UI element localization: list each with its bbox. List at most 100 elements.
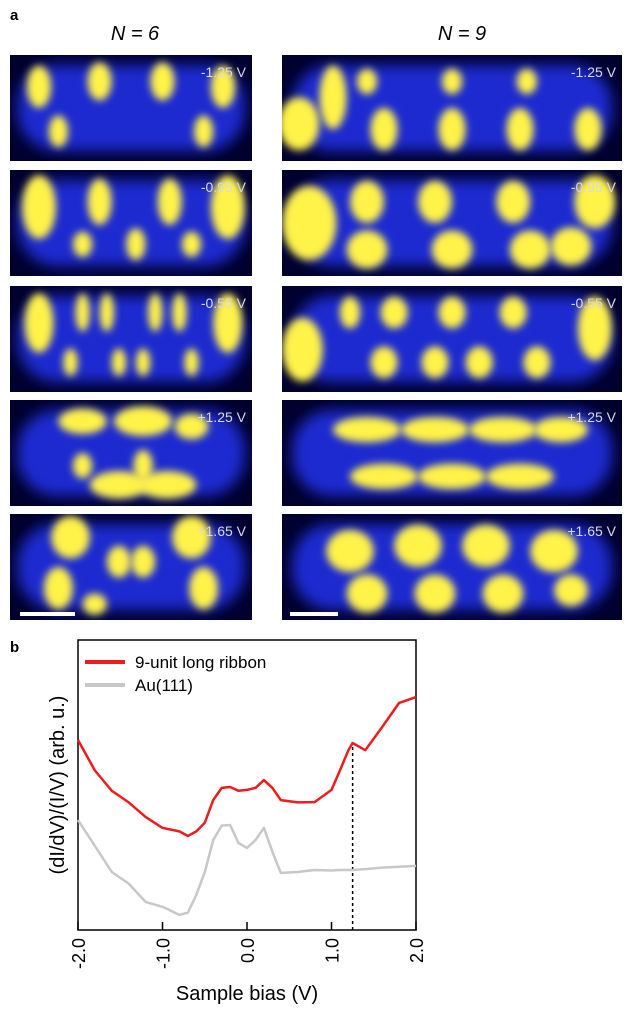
density-blob — [326, 529, 374, 573]
density-blob — [554, 574, 588, 607]
molecule-outline — [17, 65, 245, 151]
density-blob — [87, 178, 112, 226]
stm-image: +1.25 V — [10, 400, 252, 506]
density-blob — [282, 185, 337, 261]
density-blob — [58, 408, 107, 434]
legend-label: 9-unit long ribbon — [135, 653, 266, 672]
density-blob — [184, 348, 199, 377]
density-blob — [431, 230, 473, 269]
density-blob — [401, 416, 469, 443]
scale-bar — [290, 612, 338, 616]
density-blob — [133, 449, 153, 482]
density-blob — [172, 293, 187, 332]
density-blob — [394, 524, 442, 567]
x-axis-title: Sample bias (V) — [176, 983, 318, 1005]
stm-image: -0.55 V — [10, 286, 252, 392]
density-blob — [346, 574, 388, 613]
x-tick-label: 2.0 — [407, 938, 427, 963]
density-blob — [486, 463, 554, 490]
density-blob — [516, 68, 537, 95]
density-blob — [438, 296, 466, 329]
density-blob — [210, 65, 236, 108]
density-blob — [282, 317, 323, 382]
bias-label: +1.65 V — [567, 523, 616, 539]
density-blob — [150, 62, 175, 101]
density-blob — [138, 471, 197, 499]
stm-image: -0.95 V — [10, 170, 252, 276]
density-blob — [135, 348, 151, 377]
density-blob — [469, 416, 537, 443]
density-blob — [174, 413, 209, 440]
density-blob — [111, 348, 127, 377]
density-blob — [530, 529, 578, 573]
density-blob — [43, 567, 73, 610]
density-blob — [147, 293, 163, 332]
density-blob — [157, 178, 182, 226]
bias-label: -0.95 V — [571, 179, 617, 195]
density-blob — [339, 296, 361, 329]
density-blob — [24, 293, 54, 353]
scale-bar — [20, 612, 75, 616]
density-blob — [48, 115, 69, 148]
bias-label: -1.25 V — [201, 64, 247, 80]
chart: -2.0 -1.0 0.0 1.0 2.0 9-unit long ribbon Au(11… — [47, 639, 427, 1005]
plot-frame — [77, 639, 417, 931]
density-blob — [72, 231, 93, 257]
stm-image: -1.25 V — [10, 55, 252, 161]
series-line — [76, 695, 417, 838]
density-blob — [421, 346, 449, 379]
stm-image: -1.25 V — [282, 55, 622, 161]
density-blob — [370, 346, 398, 379]
density-blob — [499, 296, 527, 329]
bias-label: +1.25 V — [197, 409, 246, 425]
density-blob — [210, 175, 245, 239]
density-blob — [482, 574, 524, 613]
x-tick-label: 1.0 — [323, 938, 343, 963]
density-blob — [282, 97, 320, 151]
density-blob — [418, 180, 452, 223]
density-blob — [370, 108, 398, 151]
density-blob — [22, 175, 56, 239]
density-blob — [574, 108, 602, 151]
density-blob — [333, 416, 401, 443]
stm-image: +1.65 V — [282, 514, 622, 620]
panel-label: b — [10, 639, 19, 656]
column-title: N = 9 — [438, 23, 486, 45]
density-blob — [75, 293, 90, 332]
density-blob — [99, 293, 115, 332]
density-blob — [356, 68, 378, 95]
density-blob — [89, 471, 148, 499]
density-blob — [574, 175, 616, 229]
density-blob — [26, 65, 52, 108]
stm-image: +1.65 V — [10, 514, 252, 620]
density-blob — [523, 346, 551, 379]
stm-image: +1.25 V — [282, 400, 622, 506]
density-blob — [350, 463, 418, 490]
density-blob — [213, 293, 243, 353]
bias-label: -1.25 V — [571, 64, 617, 80]
density-blob — [533, 416, 588, 443]
column-title: N = 6 — [111, 23, 160, 45]
y-axis-title: (dI/dV)/(I/V) (arb. u.) — [47, 696, 69, 875]
density-blob — [438, 108, 466, 151]
panel-label: a — [10, 7, 19, 24]
density-blob — [462, 524, 510, 567]
density-blob — [131, 545, 156, 578]
x-tick-label: -2.0 — [69, 938, 89, 969]
density-blob — [319, 65, 347, 130]
bias-label: -0.55 V — [571, 295, 617, 311]
density-blob — [496, 180, 531, 223]
bias-label: -0.55 V — [201, 295, 247, 311]
density-blob — [506, 108, 534, 151]
density-blob — [172, 516, 211, 559]
stm-images: -1.25 V -0.95 V -0.55 V +1.25 V +1.65 V -1.25… — [10, 55, 622, 620]
stm-image: -0.55 V — [282, 286, 622, 392]
density-blob — [189, 567, 219, 610]
x-tick-label: 0.0 — [238, 938, 258, 963]
density-blob — [418, 463, 486, 490]
density-blob — [577, 296, 612, 361]
stm-image: -0.95 V — [282, 170, 622, 276]
density-blob — [87, 62, 112, 101]
x-tick-label: -1.0 — [154, 938, 174, 969]
bias-label: -0.95 V — [201, 179, 247, 195]
